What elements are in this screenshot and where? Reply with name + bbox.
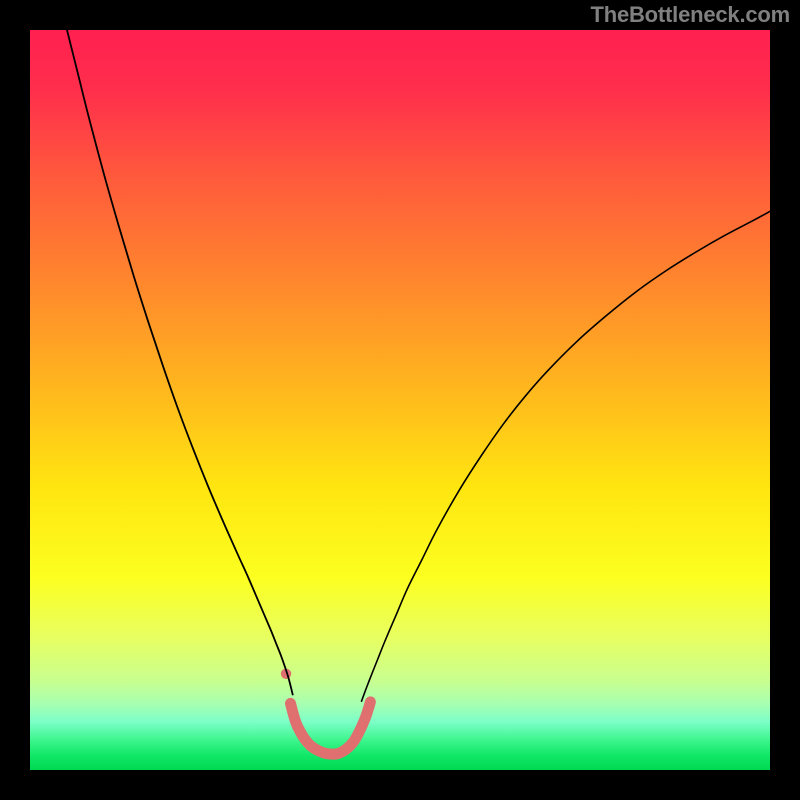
chart-frame: TheBottleneck.com [0, 0, 800, 800]
plot-background [30, 30, 770, 770]
watermark-text: TheBottleneck.com [590, 2, 790, 28]
bottleneck-chart [0, 0, 800, 800]
